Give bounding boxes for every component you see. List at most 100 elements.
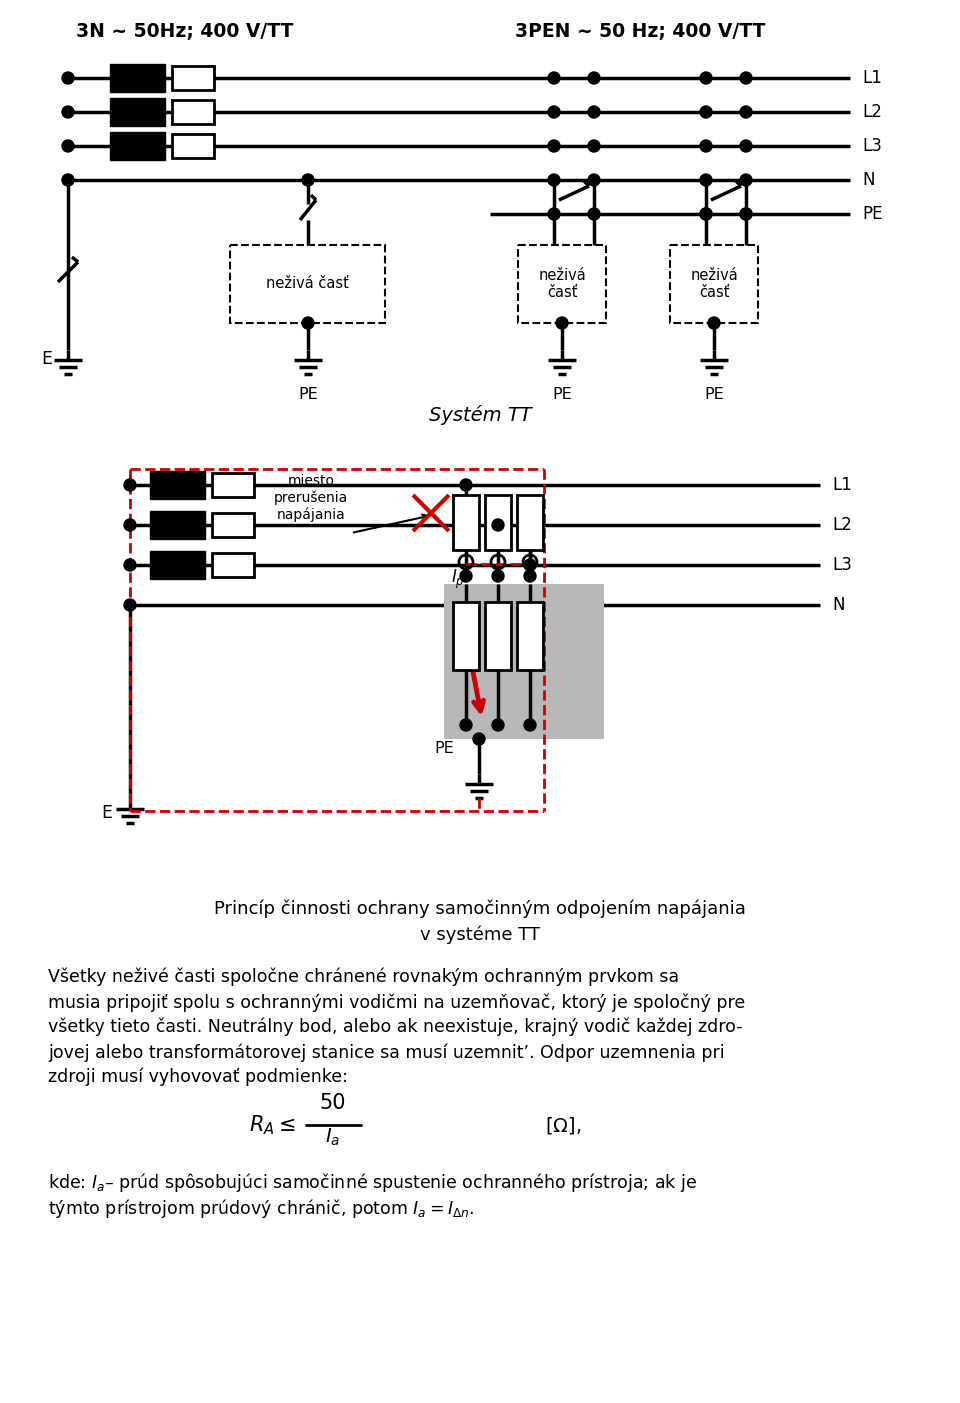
- Circle shape: [700, 140, 712, 152]
- Bar: [172, 66, 214, 90]
- Circle shape: [740, 174, 752, 187]
- Circle shape: [588, 174, 600, 187]
- Circle shape: [62, 72, 74, 84]
- Circle shape: [700, 107, 712, 118]
- Text: 50: 50: [320, 1093, 347, 1113]
- Bar: [110, 98, 165, 126]
- Text: kde: $I_a$– prúd spôsobujúci samočinné spustenie ochranného prístroja; ak je: kde: $I_a$– prúd spôsobujúci samočinné s…: [48, 1172, 697, 1194]
- Circle shape: [740, 72, 752, 84]
- Text: v systéme TT: v systéme TT: [420, 926, 540, 944]
- Bar: [110, 132, 165, 160]
- Circle shape: [548, 72, 560, 84]
- Circle shape: [700, 208, 712, 220]
- Circle shape: [548, 174, 560, 187]
- Bar: [517, 602, 543, 671]
- Bar: [517, 495, 543, 550]
- Text: PE: PE: [299, 387, 318, 403]
- Text: Princíp činnosti ochrany samočinným odpojením napájania: Princíp činnosti ochrany samočinným odpo…: [214, 899, 746, 919]
- Bar: [485, 495, 511, 550]
- Bar: [150, 511, 205, 539]
- Circle shape: [124, 519, 136, 530]
- Circle shape: [492, 718, 504, 731]
- Circle shape: [700, 208, 712, 220]
- Circle shape: [473, 732, 485, 745]
- Bar: [212, 473, 254, 497]
- Circle shape: [588, 107, 600, 118]
- Text: Všetky neživé časti spoločne chránené rovnakým ochranným prvkom sa: Všetky neživé časti spoločne chránené ro…: [48, 968, 679, 986]
- Text: $I_a$: $I_a$: [325, 1127, 341, 1148]
- Circle shape: [548, 208, 560, 220]
- Circle shape: [524, 558, 536, 571]
- Bar: [453, 495, 479, 550]
- Circle shape: [524, 718, 536, 731]
- Text: N: N: [862, 171, 875, 189]
- Bar: [212, 513, 254, 537]
- Text: L2: L2: [832, 516, 852, 535]
- Text: PE: PE: [862, 205, 882, 223]
- Text: E: E: [41, 349, 52, 368]
- Text: musia pripojiť spolu s ochrannými vodičmi na uzemňovač, ktorý je spoločný pre: musia pripojiť spolu s ochrannými vodičm…: [48, 993, 745, 1012]
- Text: miesto
prerušenia
napájania: miesto prerušenia napájania: [274, 474, 348, 522]
- Text: $I_p$: $I_p$: [451, 568, 465, 591]
- Circle shape: [62, 174, 74, 187]
- Text: $R_A \leq$: $R_A \leq$: [249, 1113, 295, 1136]
- Text: L1: L1: [832, 476, 852, 494]
- Circle shape: [556, 317, 568, 328]
- Circle shape: [588, 72, 600, 84]
- Text: 3N ~ 50Hz; 400 V/TT: 3N ~ 50Hz; 400 V/TT: [76, 22, 294, 41]
- Circle shape: [740, 140, 752, 152]
- Bar: [172, 135, 214, 159]
- Bar: [230, 246, 385, 323]
- Text: L2: L2: [862, 102, 882, 121]
- Circle shape: [492, 519, 504, 530]
- Circle shape: [62, 140, 74, 152]
- Bar: [518, 246, 606, 323]
- Text: PE: PE: [552, 387, 572, 403]
- Circle shape: [740, 208, 752, 220]
- Bar: [150, 471, 205, 499]
- Bar: [212, 553, 254, 577]
- Circle shape: [588, 140, 600, 152]
- Circle shape: [302, 174, 314, 187]
- Circle shape: [124, 558, 136, 571]
- Circle shape: [124, 478, 136, 491]
- Circle shape: [740, 107, 752, 118]
- Circle shape: [62, 107, 74, 118]
- Circle shape: [492, 570, 504, 582]
- Circle shape: [524, 570, 536, 582]
- Circle shape: [548, 107, 560, 118]
- Bar: [670, 246, 758, 323]
- Circle shape: [588, 208, 600, 220]
- Circle shape: [708, 317, 720, 328]
- Text: týmto prístrojom prúdový chránič, potom $I_a = I_{\Delta n}$.: týmto prístrojom prúdový chránič, potom …: [48, 1197, 474, 1221]
- Circle shape: [700, 174, 712, 187]
- Circle shape: [740, 208, 752, 220]
- Bar: [150, 551, 205, 579]
- Text: neživá
časť: neživá časť: [690, 268, 738, 300]
- Bar: [444, 584, 604, 739]
- Bar: [110, 65, 165, 93]
- Text: PE: PE: [434, 741, 454, 756]
- Text: jovej alebo transformátorovej stanice sa musí uzemnit’. Odpor uzemnenia pri: jovej alebo transformátorovej stanice sa…: [48, 1042, 725, 1062]
- Text: $[\Omega],$: $[\Omega],$: [545, 1114, 582, 1135]
- Circle shape: [302, 317, 314, 328]
- Text: N: N: [832, 596, 845, 615]
- Text: neživá časť: neživá časť: [266, 276, 348, 292]
- Text: PE: PE: [704, 387, 724, 403]
- Text: neživá
časť: neživá časť: [539, 268, 586, 300]
- Bar: [172, 100, 214, 123]
- Text: L1: L1: [862, 69, 882, 87]
- Circle shape: [124, 599, 136, 610]
- Text: E: E: [101, 804, 112, 822]
- Text: zdroji musí vyhovovať podmienke:: zdroji musí vyhovovať podmienke:: [48, 1068, 348, 1086]
- Circle shape: [548, 140, 560, 152]
- Text: všetky tieto časti. Neutrálny bod, alebo ak neexistuje, krajný vodič každej zdro: všetky tieto časti. Neutrálny bod, alebo…: [48, 1019, 743, 1037]
- Bar: [485, 602, 511, 671]
- Circle shape: [460, 478, 472, 491]
- Text: 3PEN ~ 50 Hz; 400 V/TT: 3PEN ~ 50 Hz; 400 V/TT: [515, 22, 765, 41]
- Circle shape: [460, 718, 472, 731]
- Text: Systém TT: Systém TT: [429, 405, 531, 425]
- Text: L3: L3: [832, 556, 852, 574]
- Text: L3: L3: [862, 137, 882, 154]
- Circle shape: [700, 72, 712, 84]
